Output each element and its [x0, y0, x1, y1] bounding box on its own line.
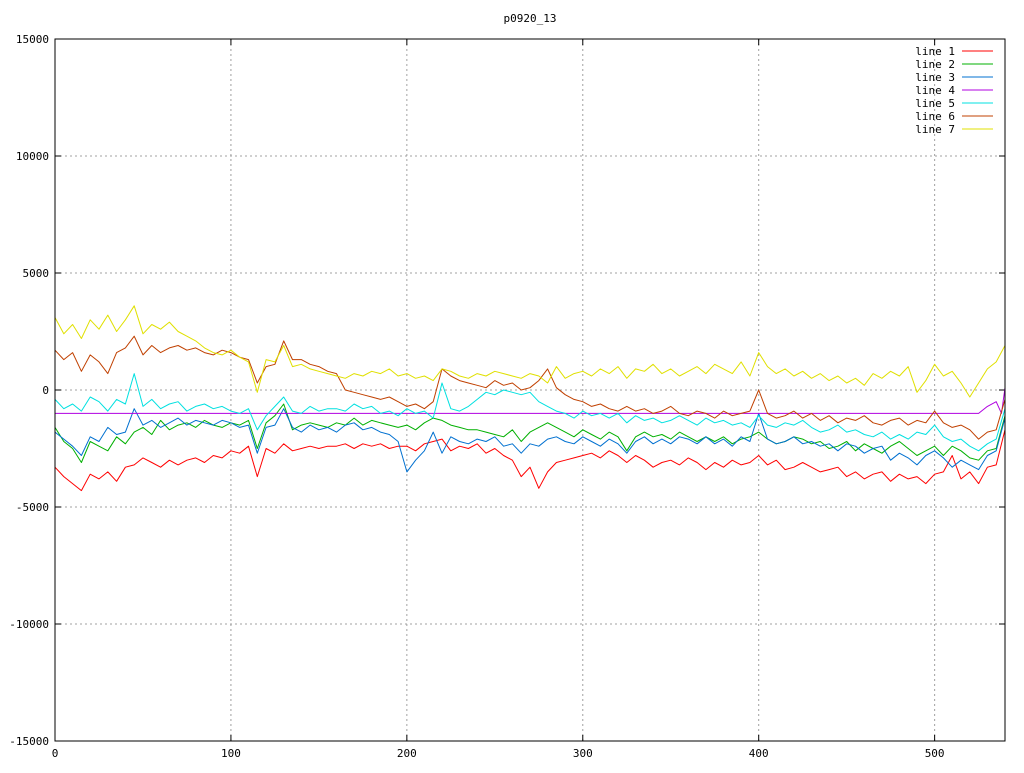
x-tick-label: 500 — [925, 747, 945, 760]
series-line-3 — [54, 408, 1006, 473]
series-line-7 — [54, 305, 1006, 398]
legend-label: line 3 — [915, 71, 955, 84]
x-tick-label: 100 — [221, 747, 241, 760]
axis-ticks: 0 100 200 300 400 500 -15000 -10000 -5000 0 5000 10… — [9, 33, 1005, 760]
series-line-6 — [54, 335, 1006, 440]
data-series — [54, 305, 1006, 492]
legend-label: line 4 — [915, 84, 955, 97]
x-tick-label: 0 — [52, 747, 59, 760]
y-tick-label: 5000 — [23, 267, 50, 280]
series-line-1 — [54, 429, 1006, 492]
y-tick-label: 10000 — [16, 150, 49, 163]
y-tick-label: -5000 — [16, 501, 49, 514]
plot-frame — [54, 38, 1006, 742]
y-tick-label: -15000 — [9, 735, 49, 748]
y-tick-label: 0 — [42, 384, 49, 397]
legend-label: line 2 — [915, 58, 955, 71]
x-tick-label: 300 — [573, 747, 593, 760]
x-tick-label: 400 — [749, 747, 769, 760]
x-tick-label: 200 — [397, 747, 417, 760]
series-line-5 — [54, 373, 1006, 452]
y-tick-label: 15000 — [16, 33, 49, 46]
series-line-4 — [55, 387, 1006, 414]
legend-label: line 1 — [915, 45, 955, 58]
chart-title: p0920_13 — [504, 12, 557, 25]
legend-label: line 7 — [915, 123, 955, 136]
legend-label: line 5 — [915, 97, 955, 110]
y-tick-label: -10000 — [9, 618, 49, 631]
legend-label: line 6 — [915, 110, 955, 123]
grid-lines — [55, 39, 1005, 741]
